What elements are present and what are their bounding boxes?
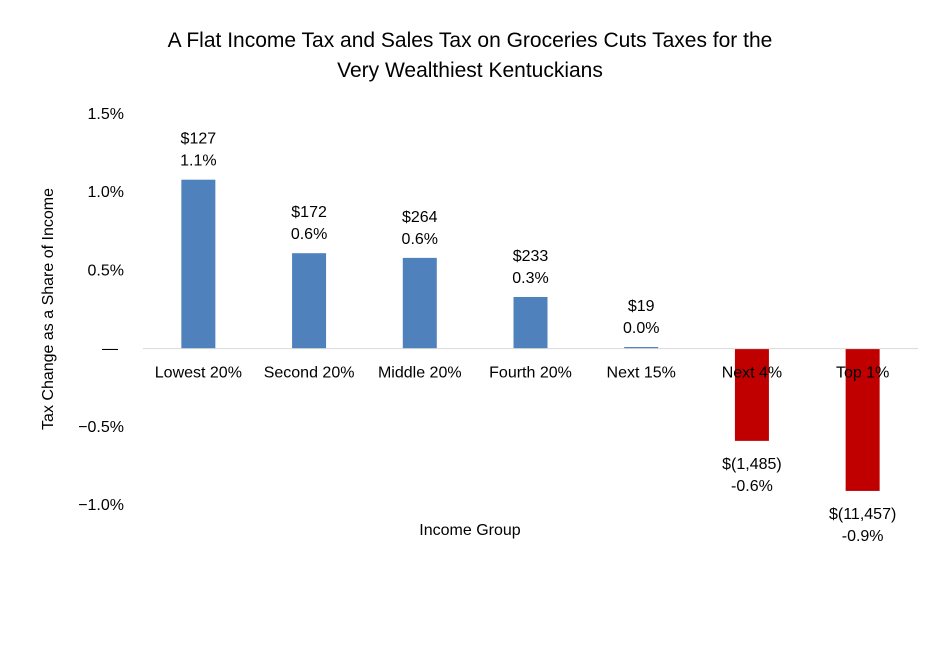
x-tick-label-4: Next 15% [607, 365, 676, 382]
y-axis-title: Tax Change as a Share of Income [40, 188, 57, 430]
data-label-percent-3: 0.3% [512, 270, 548, 287]
data-label-percent-4: 0.0% [623, 320, 659, 337]
data-label-dollar-2: $264 [402, 209, 438, 226]
x-tick-label-1: Second 20% [264, 365, 355, 382]
x-tick-label-5: Next 4% [722, 365, 782, 382]
x-axis-title: Income Group [419, 522, 520, 539]
bar-6 [845, 348, 880, 491]
x-tick-label-2: Middle 20% [378, 365, 462, 382]
data-label-percent-6: -0.9% [842, 528, 884, 545]
y-tick-label-4: −0.5% [78, 419, 124, 436]
y-tick-label-5: −1.0% [78, 497, 124, 514]
data-label-percent-0: 1.1% [180, 153, 216, 170]
data-labels: $127 1.1% $172 0.6% $264 0.6% $233 0.3% $19 0.0% $… [180, 131, 896, 545]
y-axis: 1.5% 1.0% 0.5% — −0.5% −1.0% [78, 106, 124, 514]
y-tick-label-0: 1.5% [88, 106, 124, 123]
bar-5 [734, 348, 769, 441]
data-label-dollar-5: $(1,485) [722, 456, 782, 473]
data-label-dollar-1: $172 [291, 204, 327, 221]
data-label-percent-1: 0.6% [291, 226, 327, 243]
bar-3 [513, 296, 548, 349]
x-tick-label-0: Lowest 20% [155, 365, 242, 382]
x-tick-label-6: Top 1% [836, 365, 889, 382]
x-tick-label-3: Fourth 20% [489, 365, 572, 382]
bar-0 [181, 179, 216, 349]
bar-1 [292, 253, 327, 349]
data-label-dollar-0: $127 [181, 131, 217, 148]
y-tick-label-3: — [102, 341, 118, 358]
data-label-percent-5: -0.6% [731, 478, 773, 495]
x-axis-tick-labels: Lowest 20% Second 20% Middle 20% Fourth 20%… [155, 365, 890, 382]
chart-title-line-2: Very Wealthiest Kentuckians [337, 59, 603, 82]
chart-title-line-1: A Flat Income Tax and Sales Tax on Groce… [167, 29, 773, 52]
bar-4 [624, 347, 659, 349]
data-label-percent-2: 0.6% [402, 231, 438, 248]
y-tick-label-2: 0.5% [88, 262, 124, 279]
data-label-dollar-4: $19 [628, 298, 655, 315]
data-label-dollar-3: $233 [513, 248, 549, 265]
data-label-dollar-6: $(11,457) [829, 506, 896, 523]
bars [181, 179, 880, 491]
bar-2 [402, 257, 437, 349]
y-tick-label-1: 1.0% [88, 184, 124, 201]
